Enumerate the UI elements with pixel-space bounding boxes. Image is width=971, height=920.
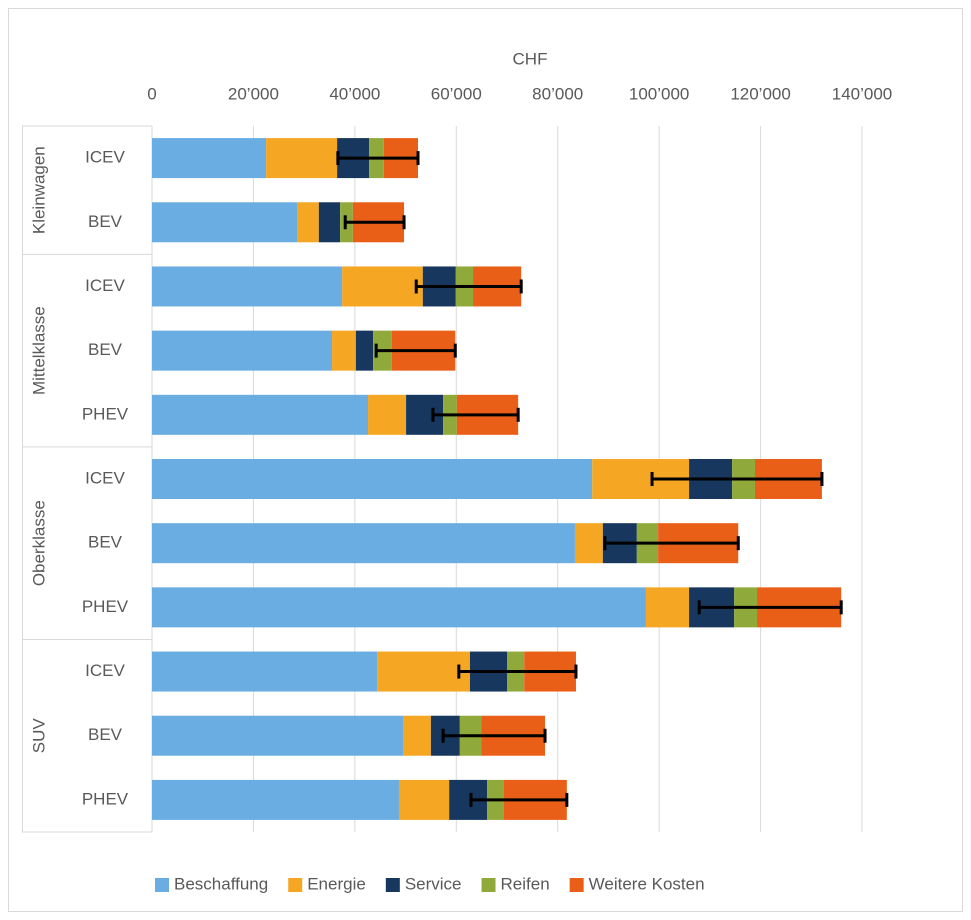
bar-segment	[152, 651, 378, 692]
category-label: ICEV	[85, 148, 125, 167]
bar-segment	[152, 330, 333, 371]
bar-segment	[403, 715, 431, 756]
bar-segment	[368, 394, 407, 435]
bar-segment	[152, 587, 646, 628]
bar-segment	[152, 394, 369, 435]
error-bar	[414, 279, 523, 294]
category-label: BEV	[88, 212, 123, 231]
legend-label: Service	[405, 874, 462, 893]
category-label: PHEV	[82, 404, 129, 423]
legend-label: Reifen	[501, 874, 550, 893]
error-bar	[374, 343, 457, 358]
error-bar	[431, 407, 520, 422]
category-label: PHEV	[82, 597, 129, 616]
x-tick-label: 20’000	[228, 84, 279, 103]
legend-swatch	[569, 878, 584, 892]
legend-swatch	[481, 878, 496, 892]
bar-segment	[574, 523, 603, 564]
x-tick-label: 0	[147, 84, 156, 103]
legend-label: Weitere Kosten	[589, 874, 705, 893]
bar-segment	[398, 779, 450, 820]
error-bar	[469, 792, 569, 807]
axis-title: CHF	[513, 49, 548, 68]
bar-segment	[332, 330, 356, 371]
category-label: BEV	[88, 340, 123, 359]
bar-segment	[152, 779, 399, 820]
bar-segment	[152, 266, 343, 307]
group-label: Kleinwagen	[29, 146, 48, 234]
bar-segment	[318, 202, 341, 243]
bar-segment	[297, 202, 319, 243]
error-bar	[441, 728, 547, 743]
error-bar	[697, 600, 843, 615]
error-bar	[603, 536, 740, 551]
category-label: ICEV	[85, 276, 125, 295]
bar-segment	[377, 651, 470, 692]
error-bar	[457, 664, 578, 679]
x-tick-label: 100’000	[629, 84, 690, 103]
legend-swatch	[155, 878, 169, 892]
bar-segment	[645, 587, 690, 628]
category-label: BEV	[88, 533, 123, 552]
error-bar	[343, 215, 406, 230]
category-label: ICEV	[85, 468, 125, 487]
x-tick-label: 80’000	[532, 84, 583, 103]
bar-segment	[342, 266, 423, 307]
category-label: ICEV	[85, 661, 125, 680]
group-label: Mittelklasse	[29, 306, 48, 395]
error-bar	[336, 151, 420, 166]
bar-segment	[152, 715, 404, 756]
legend-label: Beschaffung	[174, 874, 268, 893]
x-tick-label: 120’000	[730, 84, 791, 103]
group-label: Oberklasse	[29, 500, 48, 586]
category-label: PHEV	[82, 789, 129, 808]
bar-segment	[152, 202, 298, 243]
group-label: SUV	[29, 718, 48, 754]
x-tick-label: 60’000	[431, 84, 482, 103]
error-bar	[650, 472, 824, 486]
x-tick-label: 40’000	[329, 84, 380, 103]
bar-segment	[355, 330, 374, 371]
bar-segment	[266, 138, 338, 179]
category-label: BEV	[88, 725, 123, 744]
bar-segment	[152, 523, 575, 564]
x-tick-label: 140’000	[832, 84, 893, 103]
bar-segment	[152, 138, 267, 179]
legend-swatch	[288, 878, 303, 892]
bar-segment	[152, 459, 593, 499]
legend-swatch	[385, 878, 400, 892]
legend-label: Energie	[307, 874, 366, 893]
